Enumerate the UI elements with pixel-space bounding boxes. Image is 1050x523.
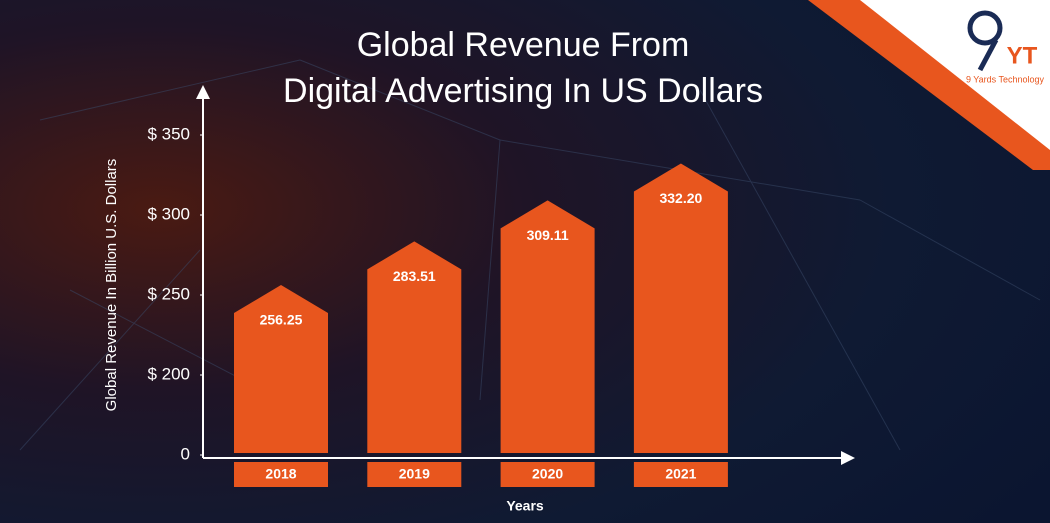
bar [367,241,462,453]
y-tick-label: $ 300 [147,204,190,223]
value-label: 256.25 [260,312,303,328]
logo-nine [967,10,1003,46]
y-tick-label: $ 350 [147,124,190,143]
logo-nine [977,38,999,72]
chart-title: Global Revenue From [357,26,690,64]
x-tick-label: 2021 [665,466,696,482]
y-tick-label: 0 [181,444,190,463]
x-axis-label: Years [506,498,544,514]
category-box [367,462,462,487]
category-box [633,462,728,487]
bar [234,285,328,453]
chart-title: Digital Advertising In US Dollars [283,72,763,110]
logo-mark: YT [1007,42,1038,69]
y-axis-label: Global Revenue In Billion U.S. Dollars [103,159,120,412]
value-label: 309.11 [527,227,569,243]
x-tick-label: 2020 [532,466,563,482]
y-tick-label: $ 250 [147,284,190,303]
y-tick-label: $ 200 [147,364,190,383]
x-tick-label: 2018 [265,466,296,482]
logo-name: 9 Yards Technology [966,74,1045,84]
logo-panel [860,0,1050,150]
category-box [500,462,595,487]
x-tick-label: 2019 [399,466,430,482]
bar [633,163,728,454]
value-label: 283.51 [393,268,436,284]
category-box [234,462,328,487]
bar [500,200,595,453]
value-label: 332.20 [659,190,702,206]
